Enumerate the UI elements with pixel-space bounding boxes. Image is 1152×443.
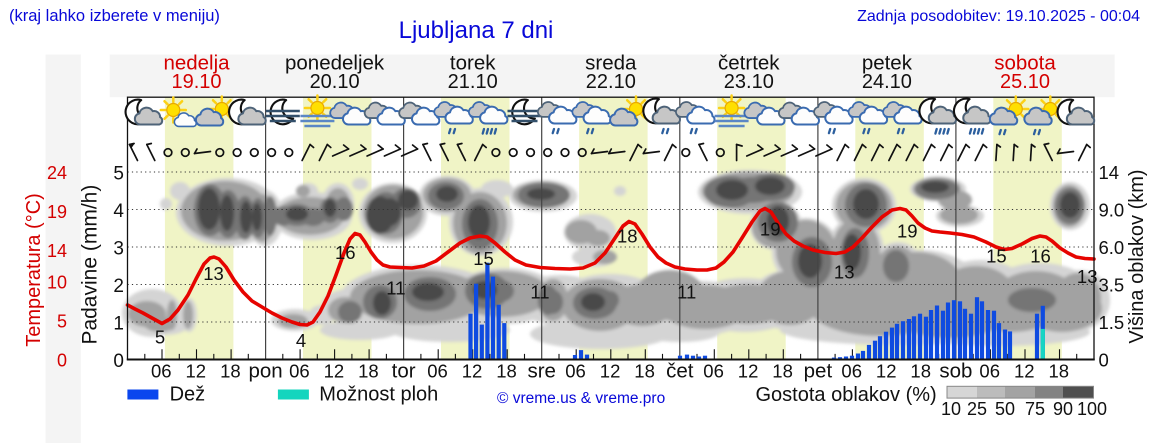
svg-text:sobota: sobota bbox=[994, 52, 1056, 75]
svg-text:16: 16 bbox=[335, 242, 356, 263]
svg-text:06: 06 bbox=[703, 361, 724, 382]
svg-text:Gostota oblakov (%): Gostota oblakov (%) bbox=[755, 384, 936, 406]
svg-text:5: 5 bbox=[113, 164, 124, 185]
svg-text:18: 18 bbox=[910, 361, 931, 382]
svg-text:11: 11 bbox=[386, 277, 405, 298]
svg-text:4: 4 bbox=[113, 201, 124, 222]
svg-text:sre: sre bbox=[527, 360, 555, 383]
svg-text:Zadnja posodobitev: 19.10.2025: Zadnja posodobitev: 19.10.2025 - 00:04 bbox=[857, 8, 1140, 25]
svg-text:14: 14 bbox=[1099, 162, 1120, 183]
svg-text:ponedeljek: ponedeljek bbox=[285, 52, 385, 75]
svg-text:19: 19 bbox=[897, 221, 918, 242]
svg-text:24.10: 24.10 bbox=[862, 71, 912, 93]
svg-text:12: 12 bbox=[462, 361, 483, 382]
svg-text:06: 06 bbox=[427, 361, 448, 382]
svg-text:12: 12 bbox=[186, 361, 207, 382]
svg-text:14: 14 bbox=[47, 241, 67, 261]
svg-text:sreda: sreda bbox=[585, 52, 637, 75]
svg-text:9.0: 9.0 bbox=[1099, 200, 1125, 221]
svg-text:Padavine (mm/h): Padavine (mm/h) bbox=[79, 185, 102, 345]
svg-text:06: 06 bbox=[151, 361, 172, 382]
svg-text:13: 13 bbox=[1077, 266, 1098, 287]
svg-text:19: 19 bbox=[760, 218, 781, 239]
svg-text:Temperatura (°C): Temperatura (°C) bbox=[23, 193, 45, 347]
svg-text:13: 13 bbox=[203, 263, 224, 284]
svg-text:25.10: 25.10 bbox=[1000, 71, 1050, 93]
svg-text:12: 12 bbox=[876, 361, 897, 382]
svg-text:23.10: 23.10 bbox=[724, 71, 774, 93]
svg-text:21.10: 21.10 bbox=[448, 71, 498, 93]
svg-text:13: 13 bbox=[834, 261, 855, 282]
svg-text:5: 5 bbox=[155, 327, 165, 348]
svg-text:1: 1 bbox=[113, 314, 124, 335]
svg-text:19.10: 19.10 bbox=[171, 71, 221, 93]
svg-text:12: 12 bbox=[324, 361, 345, 382]
svg-text:18: 18 bbox=[1049, 361, 1070, 382]
svg-text:18: 18 bbox=[634, 361, 655, 382]
svg-text:0: 0 bbox=[1099, 350, 1109, 371]
svg-text:nedelja: nedelja bbox=[163, 52, 230, 75]
svg-text:15: 15 bbox=[986, 246, 1007, 267]
svg-text:tor: tor bbox=[392, 360, 416, 383]
svg-text:11: 11 bbox=[530, 282, 549, 303]
svg-text:pet: pet bbox=[804, 360, 833, 383]
svg-text:20.10: 20.10 bbox=[310, 71, 360, 93]
svg-text:Višina oblakov (km): Višina oblakov (km) bbox=[1126, 169, 1148, 343]
svg-text:6.0: 6.0 bbox=[1099, 237, 1125, 258]
svg-text:12: 12 bbox=[1014, 361, 1035, 382]
svg-text:15: 15 bbox=[473, 248, 494, 269]
svg-text:5: 5 bbox=[57, 311, 67, 331]
svg-text:čet: čet bbox=[666, 360, 694, 383]
svg-text:06: 06 bbox=[565, 361, 586, 382]
svg-text:19: 19 bbox=[47, 202, 67, 222]
svg-text:100: 100 bbox=[1077, 399, 1107, 419]
svg-text:petek: petek bbox=[862, 52, 913, 75]
svg-text:4: 4 bbox=[296, 330, 306, 351]
svg-text:18: 18 bbox=[772, 361, 793, 382]
svg-text:18: 18 bbox=[358, 361, 379, 382]
svg-text:25: 25 bbox=[967, 399, 987, 419]
svg-text:12: 12 bbox=[600, 361, 621, 382]
svg-text:torek: torek bbox=[450, 52, 496, 75]
svg-text:1.5: 1.5 bbox=[1099, 312, 1125, 333]
svg-text:11: 11 bbox=[677, 282, 696, 303]
svg-text:10: 10 bbox=[47, 272, 67, 292]
svg-text:pon: pon bbox=[248, 360, 282, 383]
svg-text:90: 90 bbox=[1053, 399, 1073, 419]
svg-text:06: 06 bbox=[979, 361, 1000, 382]
svg-text:četrtek: četrtek bbox=[718, 52, 780, 75]
svg-text:18: 18 bbox=[496, 361, 517, 382]
svg-text:18: 18 bbox=[617, 225, 638, 246]
svg-text:50: 50 bbox=[995, 399, 1015, 419]
svg-text:22.10: 22.10 bbox=[586, 71, 636, 93]
svg-text:75: 75 bbox=[1025, 399, 1045, 419]
svg-text:2: 2 bbox=[113, 276, 124, 297]
svg-text:(kraj lahko izberete v meniju): (kraj lahko izberete v meniju) bbox=[9, 7, 220, 25]
svg-text:10: 10 bbox=[941, 399, 961, 419]
svg-text:© vreme.us & vreme.pro: © vreme.us & vreme.pro bbox=[497, 390, 665, 407]
svg-text:06: 06 bbox=[841, 361, 862, 382]
svg-text:Dež: Dež bbox=[170, 384, 206, 406]
svg-text:12: 12 bbox=[738, 361, 759, 382]
svg-text:Možnost ploh: Možnost ploh bbox=[319, 384, 438, 406]
svg-text:16: 16 bbox=[1030, 246, 1051, 267]
svg-text:Ljubljana 7 dni: Ljubljana 7 dni bbox=[399, 17, 554, 44]
svg-text:18: 18 bbox=[220, 361, 241, 382]
svg-text:0: 0 bbox=[113, 351, 124, 372]
svg-text:0: 0 bbox=[57, 350, 67, 370]
svg-text:3: 3 bbox=[113, 239, 124, 260]
svg-text:06: 06 bbox=[289, 361, 310, 382]
svg-text:3.5: 3.5 bbox=[1099, 275, 1125, 296]
svg-text:24: 24 bbox=[47, 163, 67, 183]
svg-text:sob: sob bbox=[939, 360, 972, 383]
